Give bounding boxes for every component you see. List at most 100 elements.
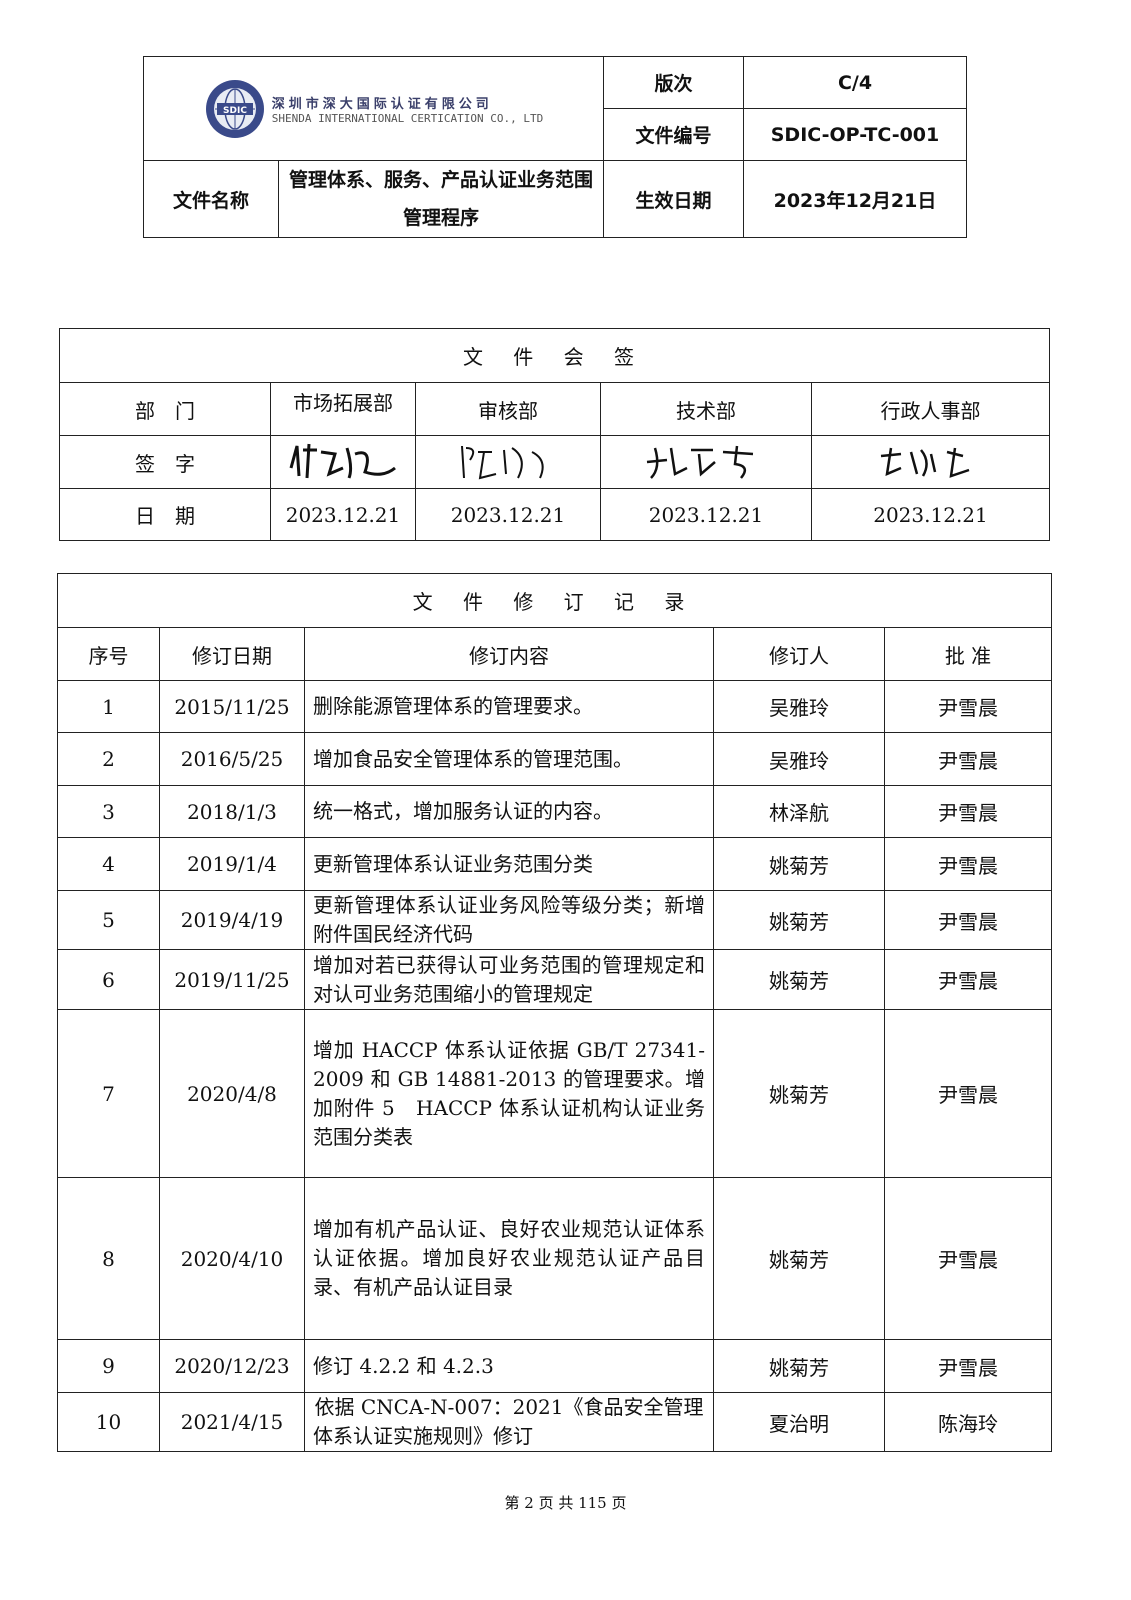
revision-record-table: 文 件 修 订 记 录 序号 修订日期 修订内容 修订人 批 准 1 2015/1… — [56, 573, 1053, 1452]
signature — [811, 435, 1050, 489]
sign-date: 2023.12.21 — [415, 488, 601, 541]
col-header: 批 准 — [883, 627, 1053, 681]
reviser-name: 吴雅玲 — [713, 732, 885, 786]
table-row: 9 2020/12/23 修订 4.2.2 和 4.2.3 姚菊芳 尹雪晨 — [57, 1339, 1053, 1393]
revision-no: 9 — [57, 1339, 160, 1393]
reviser-name: 姚菊芳 — [713, 1339, 885, 1393]
effective-date-value: 2023年12月21日 — [743, 160, 967, 238]
revision-date: 2019/11/25 — [159, 949, 305, 1010]
revision-no: 8 — [57, 1177, 160, 1340]
company-logo-cell: SDIC 深圳市深大国际认证有限公司 SHENDA INTERNATIONAL … — [143, 56, 604, 161]
approver-name: 尹雪晨 — [883, 785, 1053, 838]
revision-content: 更新管理体系认证业务范围分类 — [304, 837, 714, 891]
table-row: 2 2016/5/25 增加食品安全管理体系的管理范围。 吴雅玲 尹雪晨 — [57, 732, 1053, 786]
company-name-en: SHENDA INTERNATIONAL CERTICATION CO., LT… — [271, 111, 544, 125]
signature-image — [289, 443, 396, 479]
approver-name: 尹雪晨 — [883, 1009, 1053, 1178]
page-footer: 第 2 页 共 115 页 — [504, 1494, 627, 1512]
revision-date: 2019/4/19 — [159, 890, 305, 950]
approver-name: 尹雪晨 — [883, 680, 1053, 733]
doc-name-value: 管理体系、服务、产品认证业务范围管理程序 — [278, 160, 604, 238]
revision-no: 1 — [57, 680, 160, 733]
doc-name-label: 文件名称 — [143, 160, 279, 238]
revision-content: 增加有机产品认证、良好农业规范认证体系认证依据。增加良好农业规范认证产品目录、有… — [304, 1177, 714, 1340]
reviser-name: 姚菊芳 — [713, 890, 885, 950]
revision-content: 修订 4.2.2 和 4.2.3 — [304, 1339, 714, 1393]
sign-date: 2023.12.21 — [270, 488, 416, 541]
revision-date: 2020/4/8 — [159, 1009, 305, 1178]
col-header: 修订日期 — [159, 627, 305, 681]
revision-content: 更新管理体系认证业务风险等级分类；新增附件国民经济代码 — [304, 890, 714, 950]
reviser-name: 吴雅玲 — [713, 680, 885, 733]
doc-no-label: 文件编号 — [603, 108, 744, 161]
version-value: C/4 — [743, 56, 967, 109]
logo-text: SDIC — [223, 106, 247, 116]
table-row: 6 2019/11/25 增加对若已获得认可业务范围的管理规定和对认可业务范围缩小的… — [57, 949, 1053, 1010]
approver-name: 尹雪晨 — [883, 949, 1053, 1010]
dept-name: 市场拓展部 — [270, 382, 416, 436]
date-label: 日 期 — [59, 488, 271, 541]
reviser-name: 姚菊芳 — [713, 1009, 885, 1178]
reviser-name: 夏治明 — [713, 1392, 885, 1452]
revision-no: 2 — [57, 732, 160, 786]
reviser-name: 姚菊芳 — [713, 949, 885, 1010]
revision-no: 5 — [57, 890, 160, 950]
reviser-name: 姚菊芳 — [713, 837, 885, 891]
approver-name: 陈海玲 — [883, 1392, 1053, 1452]
approver-name: 尹雪晨 — [883, 837, 1053, 891]
revision-no: 3 — [57, 785, 160, 838]
dept-name: 行政人事部 — [811, 382, 1050, 436]
revision-content: 删除能源管理体系的管理要求。 — [304, 680, 714, 733]
sign-label: 签 字 — [59, 435, 271, 489]
revision-content: 依据 CNCA-N-007：2021《食品安全管理体系认证实施规则》修订 — [304, 1392, 714, 1452]
company-name-cn: 深圳市深大国际认证有限公司 — [271, 96, 493, 112]
revision-no: 10 — [57, 1392, 160, 1452]
countersign-table: 文 件 会 签 部 门 市场拓展部 审核部 技术部 行政人事部 签 字 日 期 … — [59, 328, 1050, 541]
col-header: 修订内容 — [304, 627, 714, 681]
table-row: 7 2020/4/8 增加 HACCP 体系认证依据 GB/T 27341-2009… — [57, 1009, 1053, 1178]
dept-name: 技术部 — [600, 382, 812, 436]
table-row: 1 2015/11/25 删除能源管理体系的管理要求。 吴雅玲 尹雪晨 — [57, 680, 1053, 733]
approver-name: 尹雪晨 — [883, 1177, 1053, 1340]
signature-image — [461, 445, 544, 479]
signature-image — [880, 447, 969, 478]
table-row: 8 2020/4/10 增加有机产品认证、良好农业规范认证体系认证依据。增加良好农业… — [57, 1177, 1053, 1340]
revision-date: 2015/11/25 — [159, 680, 305, 733]
document-header-table: SDIC 深圳市深大国际认证有限公司 SHENDA INTERNATIONAL … — [143, 56, 967, 238]
revision-date: 2020/12/23 — [159, 1339, 305, 1393]
signature — [415, 435, 601, 489]
company-logo-icon: SDIC — [205, 79, 264, 138]
revision-date: 2016/5/25 — [159, 732, 305, 786]
table-row: 5 2019/4/19 更新管理体系认证业务风险等级分类；新增附件国民经济代码 姚菊芳… — [57, 890, 1053, 950]
revision-content: 统一格式，增加服务认证的内容。 — [304, 785, 714, 838]
revision-date: 2021/4/15 — [159, 1392, 305, 1452]
reviser-name: 林泽航 — [713, 785, 885, 838]
version-label: 版次 — [603, 56, 744, 109]
approver-name: 尹雪晨 — [883, 890, 1053, 950]
col-header: 序号 — [57, 627, 160, 681]
revision-no: 4 — [57, 837, 160, 891]
revision-no: 6 — [57, 949, 160, 1010]
signature — [600, 435, 812, 489]
doc-no-value: SDIC-OP-TC-001 — [743, 108, 967, 161]
sign-date: 2023.12.21 — [811, 488, 1050, 541]
dept-label: 部 门 — [59, 382, 271, 436]
revision-title: 文 件 修 订 记 录 — [56, 573, 1053, 628]
table-row: 3 2018/1/3 统一格式，增加服务认证的内容。 林泽航 尹雪晨 — [57, 785, 1053, 838]
effective-date-label: 生效日期 — [603, 160, 744, 238]
signature — [270, 435, 416, 489]
revision-no: 7 — [57, 1009, 160, 1178]
revision-content: 增加对若已获得认可业务范围的管理规定和对认可业务范围缩小的管理规定 — [304, 949, 714, 1010]
approver-name: 尹雪晨 — [883, 1339, 1053, 1393]
revision-content: 增加食品安全管理体系的管理范围。 — [304, 732, 714, 786]
revision-date: 2018/1/3 — [159, 785, 305, 838]
signature-image — [646, 445, 754, 479]
reviser-name: 姚菊芳 — [713, 1177, 885, 1340]
table-row: 4 2019/1/4 更新管理体系认证业务范围分类 姚菊芳 尹雪晨 — [57, 837, 1053, 891]
col-header: 修订人 — [713, 627, 885, 681]
dept-name: 审核部 — [415, 382, 601, 436]
revision-date: 2019/1/4 — [159, 837, 305, 891]
sign-date: 2023.12.21 — [600, 488, 812, 541]
table-row: 10 2021/4/15 依据 CNCA-N-007：2021《食品安全管理体系认证… — [57, 1392, 1053, 1452]
revision-content: 增加 HACCP 体系认证依据 GB/T 27341-2009 和 GB 148… — [304, 1009, 714, 1178]
